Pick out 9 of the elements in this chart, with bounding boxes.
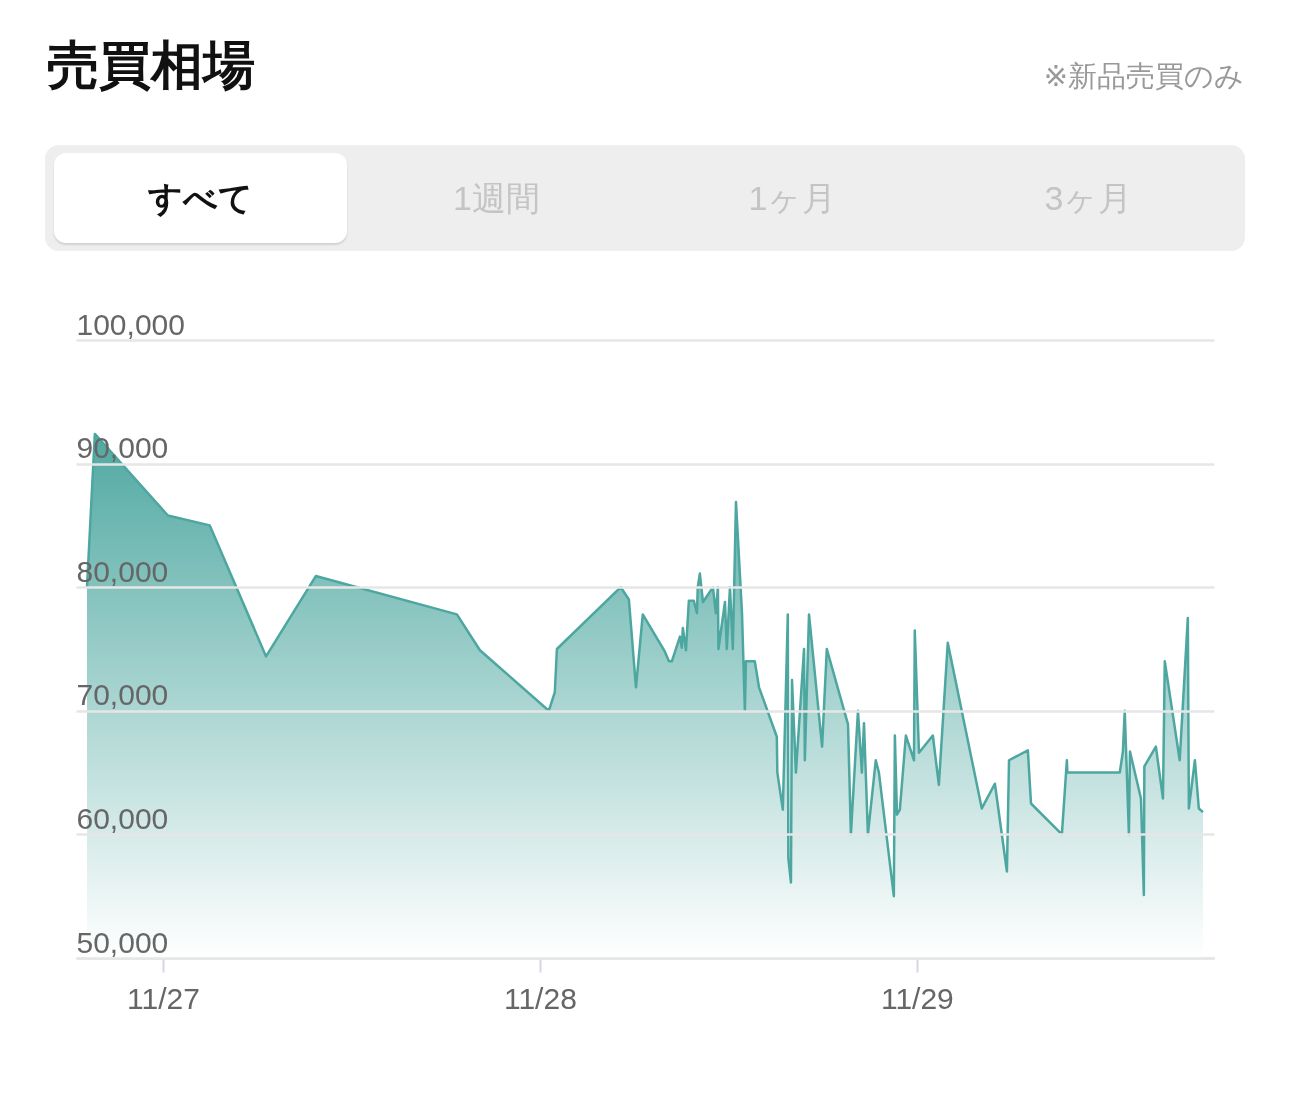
text: すべて: [54, 153, 347, 243]
chart-title: 売買相場: [47, 35, 255, 96]
x-tick-label: 11/27: [126, 981, 200, 1015]
y-tick-label: 50,000: [76, 925, 169, 959]
x-tick-label: 11/29: [880, 981, 954, 1015]
y-tick-label: 60,000: [76, 801, 169, 835]
chart-subtitle: ※新品売買のみ: [1043, 59, 1244, 94]
y-tick-label: 100,000: [76, 307, 185, 341]
x-tick-label: 11/28: [503, 981, 577, 1015]
